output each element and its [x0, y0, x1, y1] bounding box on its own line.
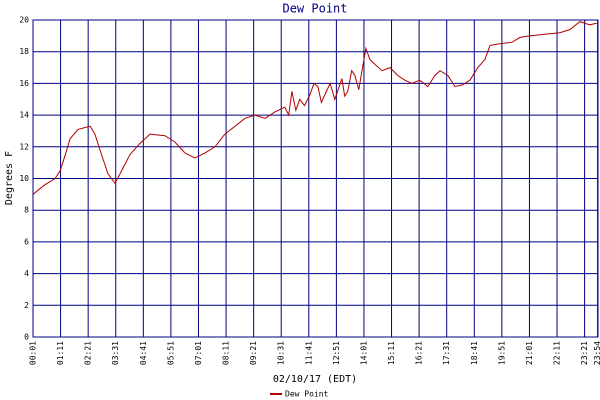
chart-title: Dew Point [282, 2, 347, 16]
x-tick-label: 12:51 [332, 341, 341, 365]
y-tick-label: 0 [24, 333, 29, 342]
y-axis-label: Degrees F [4, 151, 15, 205]
x-tick-label: 09:21 [249, 341, 258, 365]
x-tick-label: 14:01 [359, 341, 368, 365]
x-tick-label: 11:41 [304, 341, 313, 365]
x-tick-label: 15:11 [387, 341, 396, 365]
x-tick-label: 07:01 [194, 341, 203, 365]
x-axis-label: 02/10/17 (EDT) [273, 374, 357, 385]
y-tick-label: 16 [19, 79, 29, 88]
y-tick-label: 20 [19, 16, 29, 25]
y-tick-label: 12 [19, 142, 29, 151]
x-tick-label: 10:31 [277, 341, 286, 365]
data-line [32, 21, 597, 195]
x-tick-label: 01:11 [56, 341, 65, 365]
x-tick-label: 23:21 [580, 341, 589, 365]
legend-label: Dew Point [285, 390, 329, 399]
x-tick-label: 21:01 [525, 341, 534, 365]
x-tick-label: 17:31 [442, 341, 451, 365]
y-tick-label: 6 [24, 237, 29, 246]
y-tick-label: 18 [19, 47, 29, 56]
y-tick-label: 8 [24, 206, 29, 215]
x-tick-label: 18:41 [470, 341, 479, 365]
x-tick-label: 04:41 [139, 341, 148, 365]
y-tick-label: 2 [24, 301, 29, 310]
x-tick-label: 05:51 [166, 341, 175, 365]
x-tick-label: 16:21 [415, 341, 424, 365]
x-tick-label: 03:31 [111, 341, 120, 365]
x-tick-label: 22:11 [553, 341, 562, 365]
x-tick-label: 00:01 [29, 341, 38, 365]
y-tick-label: 14 [19, 111, 29, 120]
y-tick-label: 4 [24, 269, 29, 278]
x-tick-label: 02:21 [84, 341, 93, 365]
y-tick-label: 10 [19, 174, 29, 183]
x-tick-label: 19:51 [497, 341, 506, 365]
x-tick-label: 23:54 [593, 341, 600, 365]
x-tick-label: 08:11 [222, 341, 231, 365]
